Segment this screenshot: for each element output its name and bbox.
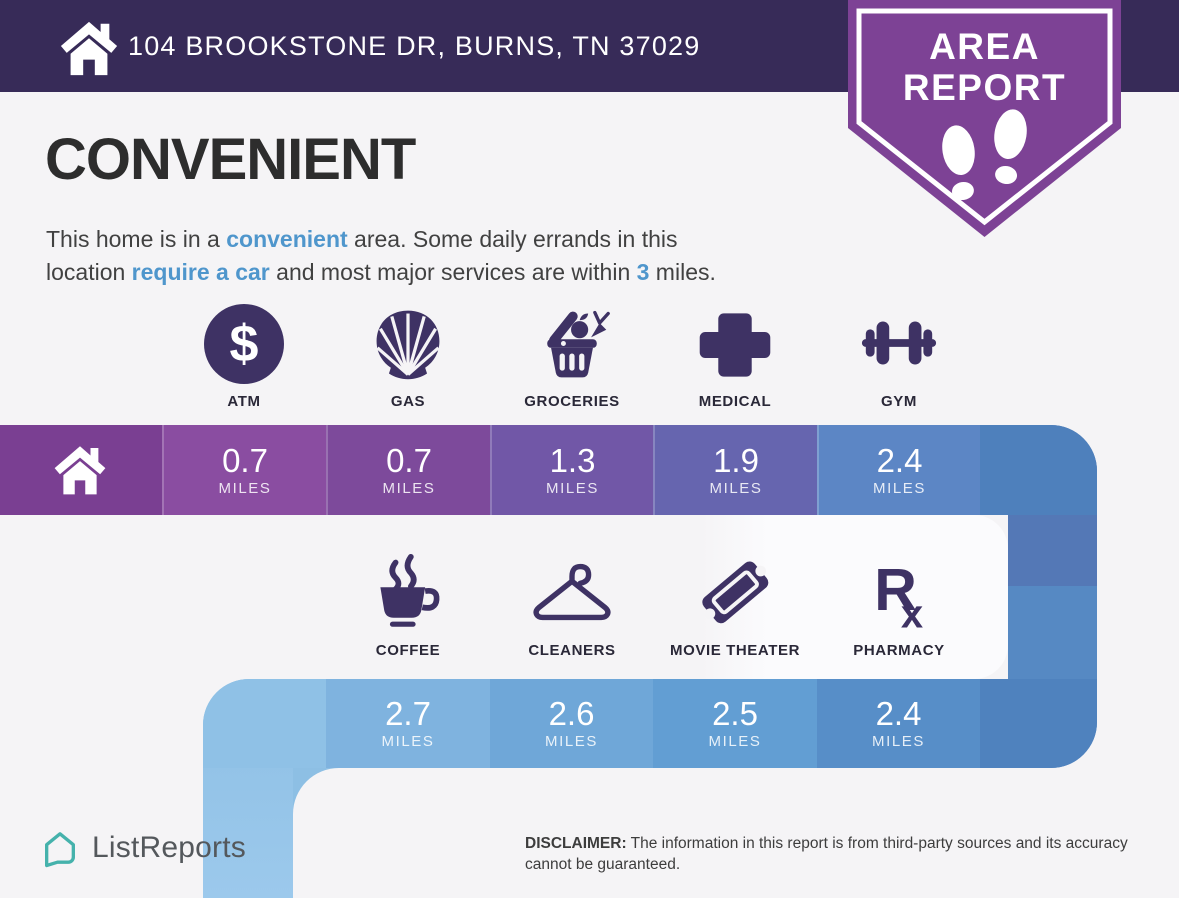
coffee-cup-icon — [368, 545, 448, 633]
distance-segment-movie-theater: 2.5 MILES — [653, 679, 817, 768]
amenity-label: GYM — [881, 393, 917, 410]
amenity-groceries: GROCERIES — [482, 296, 662, 410]
distance-segment-gas: 0.7 MILES — [326, 425, 490, 515]
listreports-logo: ListReports — [40, 828, 246, 868]
amenity-pharmacy: R x PHARMACY — [804, 545, 994, 659]
atm-icon: $ — [204, 296, 284, 384]
distance-value: 2.5 — [712, 695, 758, 732]
distance-bar-1: 0.7 MILES 0.7 MILES 1.3 MILES 1.9 MILES 2.4 MILES — [0, 425, 1097, 515]
distance-value: 2.4 — [875, 695, 922, 732]
walkability-rating-title: CONVENIENT — [45, 127, 416, 192]
distance-value: 1.9 — [713, 441, 759, 479]
badge-shield-shape — [848, 0, 1121, 237]
summary-text: This home is in a convenient area. Some … — [46, 223, 846, 289]
distance-segment-gym: 2.4 MILES — [817, 425, 980, 515]
distance-segment-groceries: 1.3 MILES — [490, 425, 653, 515]
bar-home-segment — [0, 425, 162, 515]
distance-segment-atm: 0.7 MILES — [162, 425, 326, 515]
distance-value: 2.6 — [548, 695, 595, 732]
amenity-label: MOVIE THEATER — [669, 642, 801, 659]
amenity-label: GAS — [390, 393, 426, 410]
amenity-gym: GYM — [809, 296, 989, 410]
badge-title-line2: REPORT — [902, 67, 1067, 108]
ticket-icon — [694, 545, 776, 633]
property-address: 104 BROOKSTONE DR, BURNS, TN 37029 — [128, 30, 701, 61]
highlight-text: require a car — [131, 259, 270, 285]
amenity-cleaners: CLEANERS — [477, 545, 667, 659]
distance-value: 0.7 — [222, 441, 268, 479]
distance-unit: MILES — [871, 733, 925, 750]
body-text: This home is in a — [46, 226, 227, 252]
body-text: miles. — [649, 259, 716, 285]
highlight-text: convenient — [226, 226, 348, 252]
hanger-icon — [531, 545, 613, 633]
amenity-coffee: COFFEE — [313, 545, 503, 659]
amenity-label: GROCERIES — [524, 393, 620, 410]
distance-unit: MILES — [708, 733, 762, 750]
area-report-badge: AREA REPORT — [848, 0, 1121, 237]
distance-bar-2: 2.7 MILES 2.6 MILES 2.5 MILES 2.4 MILES — [203, 679, 1097, 768]
distance-unit: MILES — [545, 479, 599, 497]
distance-unit: MILES — [709, 479, 763, 497]
corner-fillet-mask — [293, 768, 383, 858]
svg-text:x: x — [901, 592, 923, 633]
disclaimer-label: DISCLAIMER: — [525, 835, 627, 852]
amenity-label: MEDICAL — [698, 393, 772, 410]
bar-tail-segment — [203, 679, 326, 768]
distance-value: 2.7 — [385, 695, 431, 732]
distance-value: 2.4 — [876, 441, 923, 479]
badge-title: AREA REPORT — [848, 26, 1121, 108]
distance-value: 0.7 — [386, 441, 432, 479]
amenity-label: ATM — [227, 393, 261, 410]
distance-segment-pharmacy: 2.4 MILES — [817, 679, 980, 768]
amenity-label: COFFEE — [375, 642, 441, 659]
home-icon — [58, 16, 120, 78]
amenity-atm: $ ATM — [154, 296, 334, 410]
amenity-label: PHARMACY — [853, 642, 945, 659]
grocery-basket-icon — [532, 296, 612, 384]
disclaimer: DISCLAIMER: The information in this repo… — [525, 833, 1140, 875]
badge-title-line1: AREA — [929, 26, 1040, 67]
body-text: and most major services are within — [269, 259, 637, 285]
distance-unit: MILES — [381, 733, 435, 750]
distance-segment-coffee: 2.7 MILES — [326, 679, 490, 768]
distance-unit: MILES — [218, 479, 272, 497]
disclaimer-text: The information in this report is from t… — [525, 835, 1128, 873]
amenity-gas: GAS — [318, 296, 498, 410]
distance-value: 1.3 — [549, 441, 596, 479]
brand-name: ListReports — [92, 831, 246, 864]
svg-text:R: R — [874, 557, 917, 623]
highlight-text: 3 — [636, 259, 650, 285]
amenity-label: CLEANERS — [528, 642, 616, 659]
bar-tail-segment — [980, 679, 1097, 768]
distance-unit: MILES — [544, 733, 598, 750]
bar-tail-segment — [980, 425, 1097, 515]
gas-shell-icon — [368, 296, 448, 384]
listreports-house-icon — [45, 832, 76, 868]
medical-cross-icon — [696, 296, 774, 384]
distance-unit: MILES — [382, 479, 436, 497]
rx-icon: R x — [859, 545, 939, 633]
body-text: location — [46, 259, 132, 285]
dumbbell-icon — [858, 296, 940, 384]
home-icon — [52, 441, 110, 499]
distance-segment-medical: 1.9 MILES — [653, 425, 817, 515]
distance-segment-cleaners: 2.6 MILES — [490, 679, 653, 768]
distance-unit: MILES — [872, 479, 926, 497]
footprints-icon — [942, 109, 1027, 201]
body-text: area. Some daily errands in this — [347, 226, 678, 252]
amenity-medical: MEDICAL — [645, 296, 825, 410]
amenity-movie-theater: MOVIE THEATER — [640, 545, 830, 659]
